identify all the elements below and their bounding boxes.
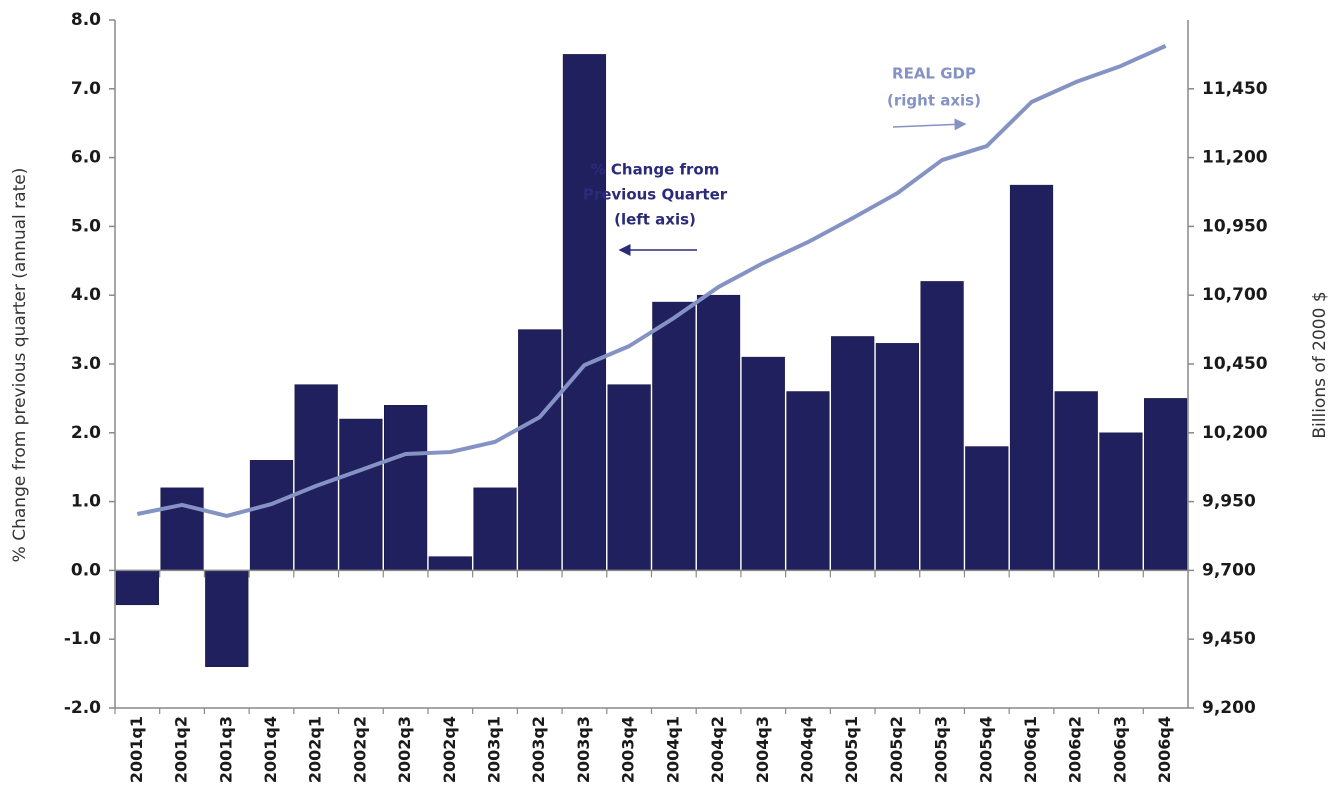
y2-tick-label: 9,700 xyxy=(1202,560,1256,580)
x-tick-label: 2002q1 xyxy=(306,716,325,783)
bar xyxy=(920,281,964,571)
y-tick-label: -2.0 xyxy=(64,698,101,718)
bar xyxy=(875,343,920,571)
annotation: REAL GDP xyxy=(892,65,976,83)
bar xyxy=(652,301,696,571)
bar xyxy=(518,329,562,571)
bar xyxy=(831,336,875,571)
y-tick-label: 1.0 xyxy=(71,492,101,512)
bar xyxy=(1099,432,1143,571)
x-tick-label: 2004q3 xyxy=(753,716,772,783)
x-tick-label: 2006q1 xyxy=(1021,716,1040,783)
x-tick-label: 2001q4 xyxy=(261,716,280,783)
x-tick-label: 2006q3 xyxy=(1110,716,1129,783)
y-tick-label: 4.0 xyxy=(71,285,101,305)
bar xyxy=(741,356,785,571)
x-tick-label: 2002q3 xyxy=(395,716,414,783)
x-tick-label: 2006q4 xyxy=(1155,716,1174,783)
y-tick-label: 0.0 xyxy=(71,560,101,580)
x-tick-label: 2003q3 xyxy=(574,716,593,783)
y2-tick-label: 10,450 xyxy=(1202,354,1268,374)
x-tick-label: 2003q2 xyxy=(529,716,548,783)
annotation: % Change from xyxy=(591,161,720,179)
bar xyxy=(249,460,294,571)
bar xyxy=(965,446,1009,571)
y2-tick-label: 10,950 xyxy=(1202,216,1268,236)
bar xyxy=(562,54,607,571)
annotation: (right axis) xyxy=(887,92,981,110)
y2-tick-label: 9,950 xyxy=(1202,492,1256,512)
x-tick-label: 2002q4 xyxy=(440,716,459,783)
y2-tick-label: 9,450 xyxy=(1202,629,1256,649)
y-tick-label: -1.0 xyxy=(64,629,101,649)
bar xyxy=(473,487,517,571)
x-tick-label: 2001q2 xyxy=(172,716,191,783)
bar xyxy=(1054,391,1098,571)
bar xyxy=(786,391,830,571)
bar xyxy=(205,570,249,667)
x-tick-label: 2003q1 xyxy=(485,716,504,783)
y-tick-label: 2.0 xyxy=(71,423,101,443)
annotation: (left axis) xyxy=(614,211,696,229)
bar xyxy=(607,384,651,571)
bar xyxy=(115,570,159,606)
annotation-arrow xyxy=(892,118,967,131)
annotation: Previous Quarter xyxy=(583,186,728,204)
y-tick-label: 3.0 xyxy=(71,354,101,374)
y2-tick-label: 10,700 xyxy=(1202,285,1268,305)
y-tick-label: 7.0 xyxy=(71,79,101,99)
x-tick-label: 2006q2 xyxy=(1066,716,1085,783)
bar xyxy=(1144,398,1188,571)
gdp-line xyxy=(136,44,1167,518)
x-tick-label: 2004q1 xyxy=(663,716,682,783)
y2-tick-label: 9,200 xyxy=(1202,698,1256,718)
x-tick-label: 2002q2 xyxy=(350,716,369,783)
y2-tick-label: 11,200 xyxy=(1202,148,1268,168)
bar xyxy=(696,294,741,571)
x-tick-label: 2005q3 xyxy=(932,716,951,783)
x-tick-label: 2003q4 xyxy=(619,716,638,783)
y-tick-label: 8.0 xyxy=(71,10,101,30)
bar xyxy=(339,418,383,571)
x-tick-label: 2004q4 xyxy=(797,716,816,783)
y2-tick-label: 10,200 xyxy=(1202,423,1268,443)
bar xyxy=(428,556,472,571)
bar xyxy=(294,384,338,571)
x-tick-label: 2005q4 xyxy=(976,716,995,783)
bar xyxy=(1009,184,1054,571)
x-tick-label: 2001q3 xyxy=(216,716,235,783)
x-tick-label: 2005q1 xyxy=(842,716,861,783)
x-tick-label: 2004q2 xyxy=(708,716,727,783)
y2-tick-label: 11,450 xyxy=(1202,79,1268,99)
y-tick-label: 6.0 xyxy=(71,148,101,168)
y2-axis-label: Billions of 2000 $ xyxy=(1310,291,1330,438)
x-tick-label: 2001q1 xyxy=(127,716,146,783)
y-axis-label: % Change from previous quarter (annual r… xyxy=(10,168,30,563)
y-tick-label: 5.0 xyxy=(71,216,101,236)
x-tick-label: 2005q2 xyxy=(887,716,906,783)
bar xyxy=(160,487,204,571)
bar xyxy=(384,405,428,571)
